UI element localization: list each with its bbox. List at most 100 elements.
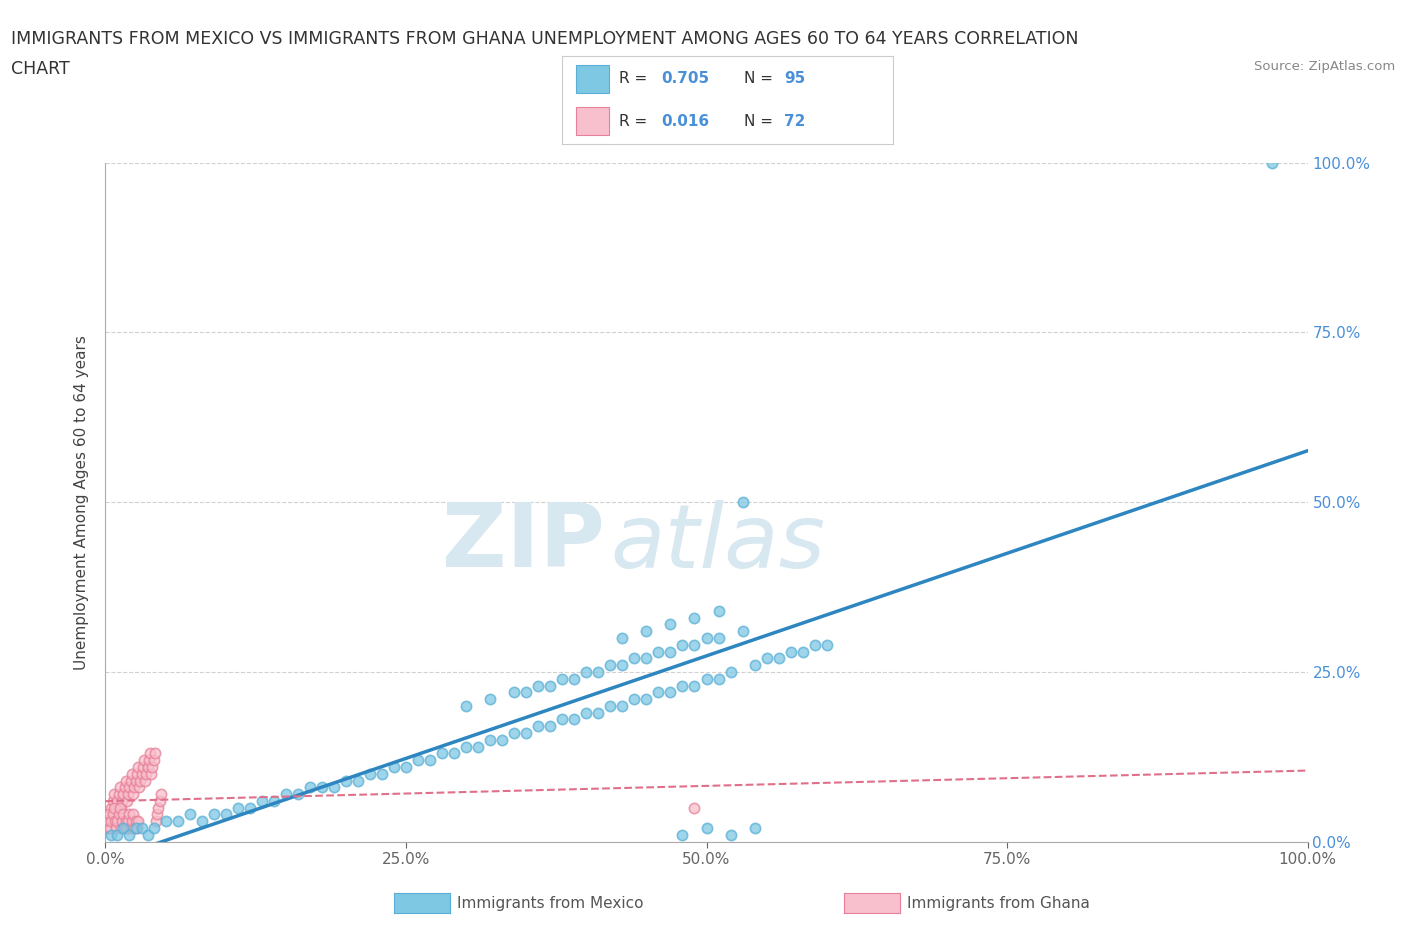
Point	[612, 631, 634, 645]
Point	[707, 671, 730, 686]
Point	[97, 820, 120, 835]
Point	[115, 820, 138, 835]
Point	[136, 828, 159, 843]
Text: atlas: atlas	[610, 500, 825, 586]
Point	[107, 787, 129, 802]
Point	[124, 820, 146, 835]
Point	[125, 820, 148, 835]
Point	[515, 725, 537, 740]
Point	[683, 678, 706, 693]
Point	[419, 752, 441, 767]
Point	[103, 800, 125, 815]
Point	[768, 651, 790, 666]
Point	[148, 793, 170, 808]
Bar	[575, 65, 609, 93]
Point	[142, 752, 165, 767]
Point	[121, 766, 143, 781]
Point	[720, 665, 742, 680]
Point	[108, 780, 131, 795]
Point	[136, 760, 159, 775]
Point	[132, 752, 155, 767]
Point	[503, 725, 526, 740]
Point	[107, 814, 129, 829]
Point	[101, 807, 124, 822]
Point	[110, 820, 132, 835]
Text: IMMIGRANTS FROM MEXICO VS IMMIGRANTS FROM GHANA UNEMPLOYMENT AMONG AGES 60 TO 64: IMMIGRANTS FROM MEXICO VS IMMIGRANTS FRO…	[11, 30, 1078, 47]
Point	[683, 610, 706, 625]
Text: N =: N =	[744, 113, 778, 128]
Point	[122, 787, 145, 802]
Point	[671, 828, 693, 843]
Point	[696, 631, 718, 645]
Point	[515, 684, 537, 699]
Point	[111, 814, 134, 829]
Point	[454, 739, 477, 754]
Point	[588, 665, 610, 680]
Text: N =: N =	[744, 72, 778, 86]
Point	[145, 814, 167, 829]
Point	[121, 814, 143, 829]
Point	[623, 692, 645, 707]
Point	[214, 807, 236, 822]
Point	[134, 773, 156, 788]
Point	[636, 651, 658, 666]
Point	[98, 820, 121, 835]
Point	[250, 793, 273, 808]
Point	[755, 651, 778, 666]
Text: 95: 95	[783, 72, 806, 86]
Point	[671, 637, 693, 652]
Point	[803, 637, 825, 652]
Point	[117, 814, 139, 829]
Point	[311, 780, 333, 795]
Point	[98, 807, 121, 822]
Point	[103, 787, 125, 802]
Text: CHART: CHART	[11, 60, 70, 78]
Point	[114, 820, 136, 835]
Point	[527, 678, 550, 693]
Point	[551, 671, 574, 686]
Point	[659, 684, 682, 699]
Point	[141, 760, 163, 775]
Point	[118, 780, 141, 795]
Point	[226, 800, 249, 815]
Point	[347, 773, 370, 788]
Point	[129, 773, 152, 788]
Point	[118, 828, 141, 843]
Point	[127, 814, 149, 829]
Point	[114, 780, 136, 795]
Point	[128, 780, 150, 795]
Point	[744, 820, 766, 835]
Point	[100, 814, 122, 829]
Point	[202, 807, 225, 822]
Point	[98, 814, 121, 829]
Text: R =: R =	[619, 113, 652, 128]
Point	[443, 746, 465, 761]
Point	[124, 814, 146, 829]
Point	[454, 698, 477, 713]
Point	[479, 692, 502, 707]
Point	[118, 807, 141, 822]
Point	[112, 787, 135, 802]
Point	[551, 712, 574, 727]
Point	[371, 766, 394, 781]
Text: 72: 72	[783, 113, 806, 128]
Point	[100, 800, 122, 815]
Point	[395, 760, 418, 775]
Point	[139, 746, 162, 761]
Point	[105, 800, 128, 815]
Y-axis label: Unemployment Among Ages 60 to 64 years: Unemployment Among Ages 60 to 64 years	[75, 335, 90, 670]
Point	[406, 752, 429, 767]
Point	[647, 684, 669, 699]
Point	[623, 651, 645, 666]
Point	[139, 766, 162, 781]
Point	[190, 814, 212, 829]
Point	[149, 787, 172, 802]
Point	[382, 760, 405, 775]
Point	[335, 773, 357, 788]
Point	[359, 766, 381, 781]
Point	[731, 624, 754, 639]
Point	[124, 780, 146, 795]
Point	[707, 604, 730, 618]
Text: Immigrants from Mexico: Immigrants from Mexico	[457, 896, 644, 910]
Point	[538, 719, 561, 734]
